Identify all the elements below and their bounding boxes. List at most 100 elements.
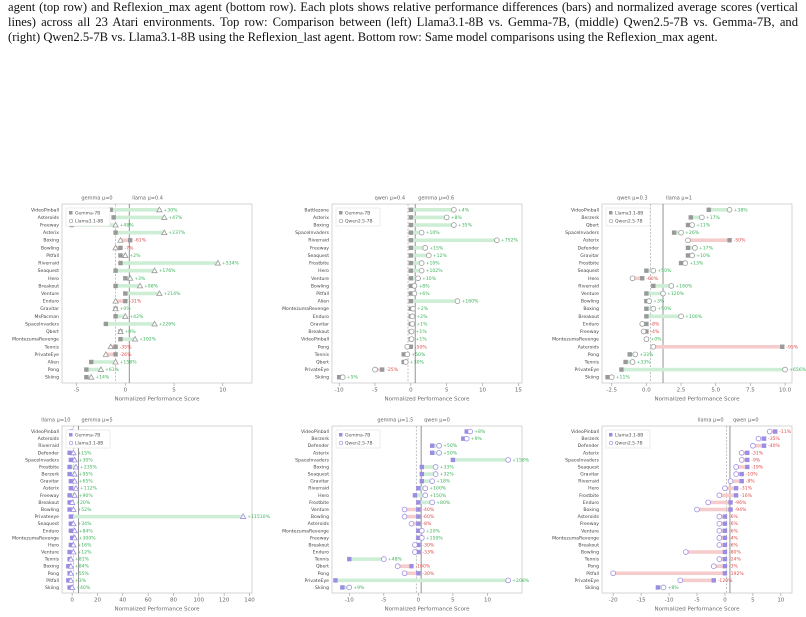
difference-bar	[410, 238, 497, 243]
difference-bar	[621, 367, 786, 372]
difference-label: +11%	[616, 375, 631, 381]
marker	[408, 336, 415, 342]
category-label: Privateeye	[35, 514, 60, 520]
x-tick-label: 80	[170, 598, 177, 604]
difference-label: +17%	[699, 245, 714, 251]
difference-bar	[680, 578, 714, 583]
category-label: Alien	[48, 359, 60, 365]
difference-label: +5%	[347, 375, 359, 381]
marker	[404, 343, 411, 350]
difference-bar	[687, 238, 730, 243]
x-tick-label: -15	[637, 598, 646, 604]
marker	[619, 367, 624, 372]
difference-label: +52%	[77, 507, 92, 513]
marker	[454, 298, 461, 304]
marker	[117, 328, 124, 334]
difference-label: +10%	[426, 230, 441, 236]
difference-label: -60%	[646, 276, 659, 282]
x-tick-label: 5	[172, 388, 176, 394]
marker	[644, 314, 649, 319]
category-label: Skiing	[45, 375, 59, 381]
marker	[716, 556, 723, 562]
difference-label: +11510%	[247, 514, 270, 520]
legend-marker	[69, 433, 73, 437]
category-label: Hero	[588, 486, 599, 492]
difference-label: +30%	[79, 457, 94, 463]
marker	[84, 374, 89, 380]
difference-label: +47%	[168, 215, 183, 221]
reference-label: qwen μ=0	[424, 418, 450, 424]
legend-label: Gemma-7B	[345, 211, 370, 217]
legend-label: Llama3.1-8B	[75, 441, 103, 447]
category-label: Frostbite	[39, 464, 59, 470]
marker	[429, 499, 435, 506]
difference-bar	[404, 507, 419, 512]
category-label: Frostbite	[309, 500, 329, 506]
marker	[505, 577, 511, 584]
marker	[419, 535, 425, 541]
category-label: Asterix	[43, 230, 59, 236]
category-label: Asterix	[583, 450, 599, 456]
marker	[123, 291, 128, 296]
category-label: Asterix	[583, 238, 599, 244]
marker	[436, 442, 442, 449]
category-label: Breakout	[38, 283, 59, 289]
marker	[699, 214, 705, 221]
marker	[103, 321, 109, 327]
difference-bar	[115, 299, 126, 303]
plot-frame	[331, 203, 523, 384]
difference-label: +100%	[685, 314, 703, 320]
marker	[728, 507, 733, 512]
marker	[72, 463, 80, 470]
difference-bar	[646, 268, 654, 273]
difference-label: +120%	[667, 291, 685, 297]
difference-label: +30%	[163, 207, 178, 213]
x-tick-label: -5	[694, 598, 700, 604]
difference-label: +2%	[417, 306, 429, 312]
marker	[412, 542, 418, 548]
difference-label: -6%	[729, 514, 739, 520]
difference-label: +235%	[80, 464, 98, 470]
marker	[655, 585, 661, 590]
category-label: Freeway	[580, 521, 599, 527]
marker	[408, 222, 414, 228]
difference-label: +14%	[95, 375, 110, 381]
marker	[123, 276, 128, 281]
marker	[113, 344, 118, 349]
marker	[419, 478, 425, 484]
marker	[71, 477, 78, 484]
marker	[683, 549, 689, 555]
difference-label: +6%	[418, 291, 430, 297]
marker	[67, 549, 72, 555]
difference-label: +8%	[667, 585, 679, 591]
difference-bar	[674, 230, 682, 235]
marker	[761, 436, 767, 441]
marker	[461, 436, 466, 441]
difference-label: +98%	[144, 283, 159, 289]
category-label: Enduro	[43, 299, 59, 305]
difference-label: +1%	[416, 329, 428, 335]
difference-label: +84%	[79, 528, 94, 534]
category-label: Breakout	[578, 542, 599, 548]
category-label: Pong	[318, 344, 329, 350]
legend-label: Qwen2.5-7B	[345, 441, 373, 447]
plot-frame	[61, 425, 253, 594]
difference-label: -94%	[735, 507, 748, 513]
marker	[70, 506, 77, 512]
marker	[646, 298, 652, 304]
category-label: Boxing	[313, 464, 329, 470]
legend-label: Gemma-7B	[75, 433, 100, 439]
category-label: Asteroids	[38, 215, 60, 221]
difference-label: +300%	[79, 535, 97, 541]
difference-label: -50%	[734, 238, 747, 244]
marker	[416, 507, 421, 512]
marker	[416, 521, 421, 526]
marker	[113, 268, 118, 273]
marker	[151, 267, 158, 274]
category-label: Hero	[318, 493, 329, 499]
legend-marker	[69, 211, 73, 215]
difference-label: -30%	[422, 542, 435, 548]
difference-bar	[86, 375, 92, 379]
marker	[644, 268, 649, 273]
marker	[394, 563, 401, 569]
